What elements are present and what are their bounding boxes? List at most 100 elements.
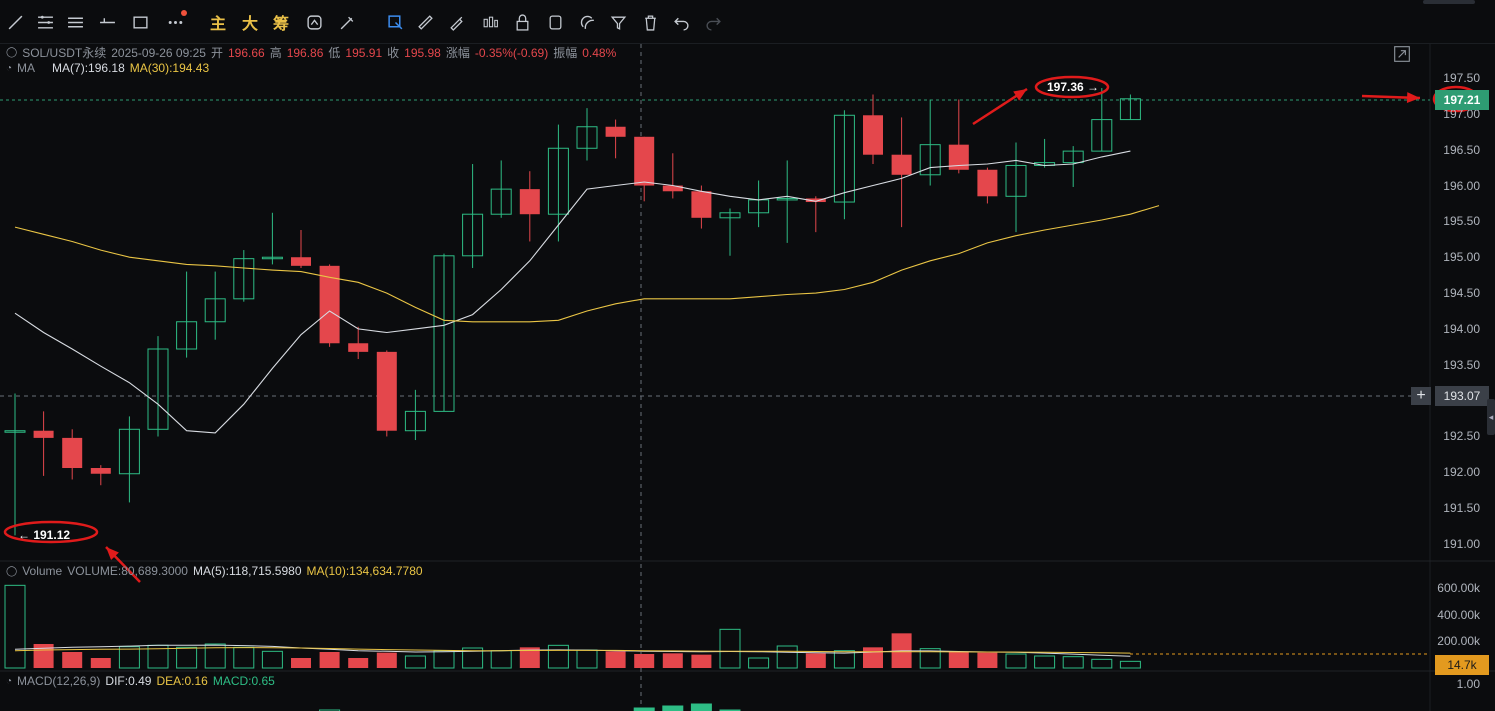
amplitude-value: 0.48% (582, 45, 617, 60)
horizontal-lines-icon[interactable] (35, 11, 55, 33)
rectangle-icon[interactable] (130, 11, 150, 33)
brush-icon[interactable] (446, 11, 466, 33)
low-annotation-arrow-head (106, 547, 119, 561)
candle-body-up (404, 410, 426, 432)
candlestick-chart[interactable] (0, 44, 1495, 711)
candle-body-up (490, 188, 512, 215)
candle-body-up (1005, 164, 1027, 197)
volume-ma10: MA(10):134,634.7780 (306, 564, 423, 578)
volume-bar-up (404, 655, 426, 669)
large-order-button[interactable]: 大 (241, 16, 258, 33)
price-axis-label: 192.00 (1443, 465, 1480, 480)
bell-icon[interactable]: ◔ (6, 62, 13, 74)
open-value: 196.66 (227, 45, 265, 60)
volume-bar-down (863, 647, 883, 668)
candle-body-up (1091, 119, 1113, 152)
undo-icon[interactable] (671, 11, 691, 33)
ma7-line (14, 150, 1131, 434)
candle-body-up (547, 147, 569, 215)
candle-body-up (147, 348, 169, 430)
parallel-channel-icon[interactable] (65, 11, 85, 33)
macd-value: MACD:0.65 (212, 674, 275, 688)
volume-bar-down (948, 652, 969, 668)
candle-body-down (90, 468, 111, 474)
candle-time: 2025-09-26 09:25 (111, 45, 206, 60)
trend-line-icon[interactable] (5, 11, 25, 33)
price-axis-label: 195.50 (1443, 214, 1480, 229)
filter-icon[interactable] (608, 11, 628, 33)
macd-histogram-bar (633, 707, 655, 711)
collapse-circle-icon[interactable]: ◯ (6, 47, 18, 58)
candle-body-down (605, 126, 626, 137)
candle-body-up (576, 126, 598, 149)
close-value: 195.98 (404, 45, 441, 60)
chip-distribution-button[interactable]: 筹 (272, 16, 289, 33)
macd-axis-label: 1.00 (1456, 677, 1480, 691)
eye-icon[interactable] (545, 11, 565, 33)
select-cursor-icon[interactable] (385, 11, 405, 33)
volume-bar-up (1119, 660, 1141, 669)
price-axis-label: 191.50 (1443, 501, 1480, 516)
volume-bar-down (662, 653, 683, 668)
volume-axis-label: 400.00k (1437, 607, 1480, 622)
price-axis-label: 196.50 (1443, 142, 1480, 157)
ma-indicator-name[interactable]: MA (17, 61, 36, 75)
main-indicator-button[interactable]: 主 (209, 16, 226, 33)
ma30-value: MA(30):194.43 (129, 61, 210, 75)
candle-body-down (634, 136, 655, 186)
more-tools-icon[interactable] (165, 10, 187, 33)
volume-legend: ◯ Volume VOLUME:80,689.3000 MA(5):118,71… (6, 564, 423, 578)
add-alert-plus-icon[interactable]: + (1411, 387, 1431, 405)
change-value: -0.35%(-0.69) (474, 45, 549, 60)
price-axis-collapse-handle[interactable]: ◂ (1487, 399, 1495, 435)
volume-bar-down (977, 652, 998, 668)
ruler-icon[interactable] (415, 11, 435, 33)
volume-bar-up (833, 650, 855, 669)
candle-body-down (33, 430, 54, 438)
volume-bar-up (776, 645, 798, 669)
low-label: 低 (328, 46, 341, 60)
volume-bar-down (348, 658, 369, 668)
candle-body-up (1119, 98, 1141, 121)
magnet-icon[interactable] (577, 11, 597, 33)
candlestick-style-icon[interactable] (480, 11, 500, 33)
candle-body-down (376, 351, 397, 431)
ma-legend: ◔ MA MA(7):196.18 MA(30):194.43 (6, 61, 209, 75)
high-annotation-arrow-head (1013, 89, 1027, 101)
volume-bar-down (291, 658, 311, 668)
candle-body-down (319, 265, 340, 344)
low-value: 195.91 (345, 45, 383, 60)
candle-body-up (833, 114, 855, 203)
ma7-value: MA(7):196.18 (52, 61, 125, 75)
high-label: 高 (269, 46, 282, 60)
price-axis-label: 191.00 (1443, 537, 1480, 551)
volume-bar-down (605, 651, 626, 668)
drawing-toolbar: 主 大 筹 (0, 0, 1495, 44)
volume-ma5: MA(5):118,715.5980 (192, 564, 302, 578)
chart-area[interactable]: ◯ SOL/USDT永续 2025-09-26 09:25 开 196.66 高… (0, 44, 1495, 711)
volume-collapse-icon[interactable]: ◯ (6, 565, 18, 577)
fullscreen-expand-icon[interactable] (1393, 45, 1411, 63)
volume-bar-up (919, 648, 941, 669)
lock-icon[interactable] (512, 11, 532, 33)
crosshair-price-tag: 193.07 (1435, 386, 1489, 406)
trash-icon[interactable] (640, 11, 660, 33)
volume-bar-down (376, 652, 397, 668)
macd-bell-icon[interactable]: ◔ (6, 675, 13, 687)
macd-legend: ◔ MACD(12,26,9) DIF:0.49 DEA:0.16 MACD:0… (6, 674, 275, 688)
notification-dot (181, 10, 187, 16)
candle-body-up (118, 428, 140, 475)
volume-axis-label: 600.00k (1437, 581, 1480, 595)
macd-indicator-name[interactable]: MACD(12,26,9) (17, 674, 101, 688)
redo-icon (703, 11, 723, 33)
dif-value: DIF:0.49 (105, 674, 152, 688)
horizontal-ray-icon[interactable] (97, 11, 117, 33)
measure-icon[interactable] (337, 11, 357, 33)
macd-histogram-bar (319, 709, 341, 711)
price-axis-label: 192.50 (1443, 429, 1480, 444)
dea-value: DEA:0.16 (156, 674, 208, 688)
replay-icon[interactable] (304, 11, 324, 33)
last-price-tag: 197.21 (1435, 90, 1489, 110)
volume-indicator-name[interactable]: Volume (22, 564, 63, 578)
volume-bar-up (233, 646, 255, 669)
